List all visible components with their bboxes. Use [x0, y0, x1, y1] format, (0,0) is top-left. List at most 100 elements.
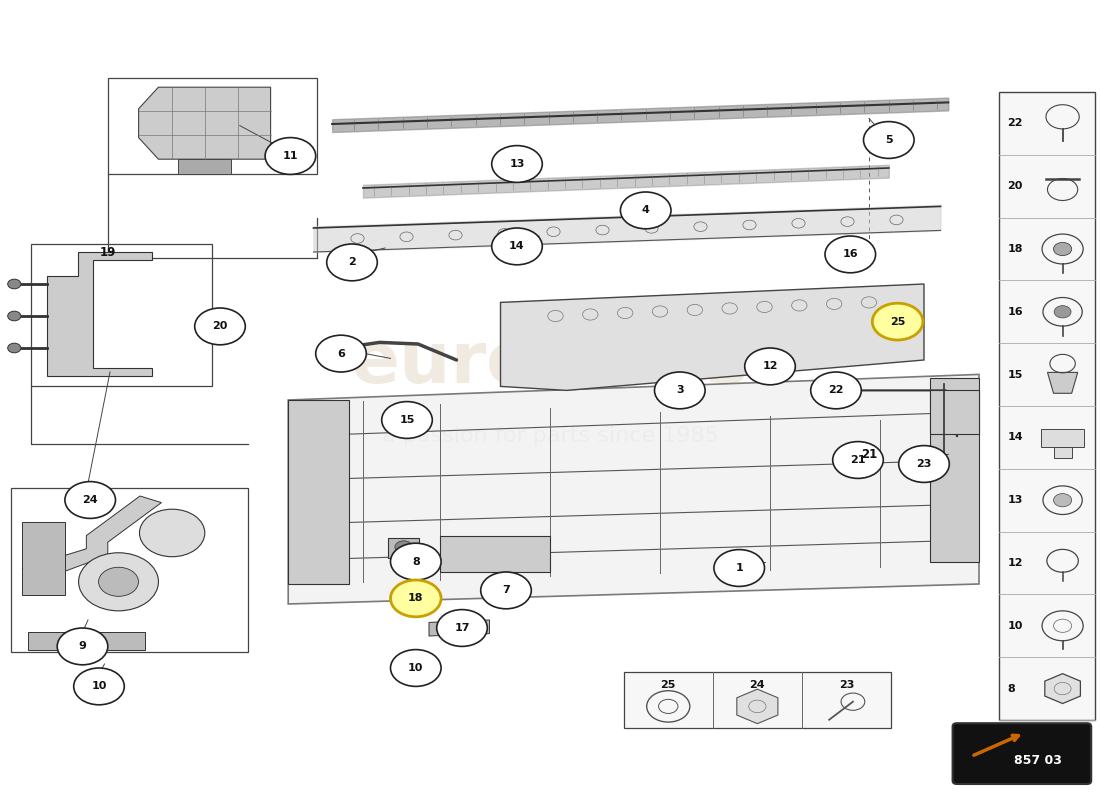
- Bar: [178, 159, 231, 174]
- Bar: [1054, 447, 1071, 458]
- Circle shape: [745, 348, 795, 385]
- Circle shape: [140, 510, 205, 557]
- Text: 20: 20: [212, 322, 228, 331]
- Polygon shape: [139, 87, 271, 159]
- Text: 10: 10: [408, 663, 424, 673]
- Bar: [11, 488, 248, 652]
- Text: 15: 15: [399, 415, 415, 425]
- Circle shape: [65, 482, 116, 518]
- Text: 18: 18: [1008, 244, 1023, 254]
- Circle shape: [265, 138, 316, 174]
- Polygon shape: [737, 689, 778, 724]
- Text: 6: 6: [337, 349, 345, 358]
- Circle shape: [382, 402, 432, 438]
- Text: 11: 11: [283, 151, 298, 161]
- Text: 22: 22: [828, 386, 844, 395]
- Circle shape: [390, 650, 441, 686]
- Circle shape: [390, 580, 441, 617]
- Bar: [31, 244, 212, 386]
- Circle shape: [195, 308, 245, 345]
- Text: euroParts: euroParts: [351, 330, 749, 398]
- Text: 3: 3: [676, 386, 683, 395]
- Circle shape: [316, 335, 366, 372]
- Text: 20: 20: [1008, 182, 1023, 191]
- Text: 857 03: 857 03: [1013, 754, 1062, 766]
- Circle shape: [395, 541, 412, 554]
- Circle shape: [57, 628, 108, 665]
- Circle shape: [1054, 306, 1071, 318]
- Circle shape: [492, 146, 542, 182]
- Text: 21: 21: [861, 448, 877, 461]
- Circle shape: [99, 567, 139, 596]
- Text: 24: 24: [82, 495, 98, 505]
- Circle shape: [825, 236, 876, 273]
- Text: a passion for parts since 1985: a passion for parts since 1985: [382, 426, 718, 446]
- Text: 9: 9: [78, 642, 87, 651]
- Polygon shape: [429, 620, 490, 636]
- Circle shape: [1054, 242, 1071, 255]
- Text: 10: 10: [1008, 621, 1023, 630]
- Circle shape: [327, 244, 377, 281]
- Text: 14: 14: [1008, 432, 1023, 442]
- Text: 4: 4: [641, 206, 650, 215]
- Circle shape: [78, 553, 158, 611]
- Text: 16: 16: [1008, 306, 1023, 317]
- Bar: [930, 378, 979, 562]
- Polygon shape: [1045, 674, 1080, 703]
- Polygon shape: [500, 284, 924, 390]
- Circle shape: [654, 372, 705, 409]
- Bar: [999, 92, 1094, 720]
- Circle shape: [872, 303, 923, 340]
- Circle shape: [492, 228, 542, 265]
- Text: 5: 5: [886, 135, 892, 145]
- Text: 8: 8: [411, 557, 420, 566]
- Circle shape: [8, 343, 21, 353]
- Circle shape: [8, 279, 21, 289]
- Polygon shape: [47, 252, 152, 376]
- Text: 13: 13: [509, 159, 525, 169]
- Bar: [288, 400, 349, 584]
- Polygon shape: [1047, 373, 1078, 394]
- Text: 21: 21: [850, 455, 866, 465]
- Polygon shape: [22, 496, 162, 575]
- Text: 23: 23: [839, 680, 854, 690]
- Circle shape: [811, 372, 861, 409]
- Text: 14: 14: [509, 242, 525, 251]
- Circle shape: [899, 446, 949, 482]
- Text: 1: 1: [735, 563, 744, 573]
- Text: 12: 12: [762, 362, 778, 371]
- Text: 16: 16: [843, 250, 858, 259]
- Text: 10: 10: [91, 682, 107, 691]
- Circle shape: [833, 442, 883, 478]
- Bar: [930, 390, 979, 434]
- Circle shape: [620, 192, 671, 229]
- Text: 12: 12: [1008, 558, 1023, 568]
- Circle shape: [390, 543, 441, 580]
- Text: 15: 15: [1008, 370, 1023, 380]
- Circle shape: [437, 610, 487, 646]
- Text: 17: 17: [454, 623, 470, 633]
- Circle shape: [864, 122, 914, 158]
- Bar: [388, 538, 419, 558]
- Text: 2: 2: [348, 258, 356, 267]
- Text: 24: 24: [749, 680, 766, 690]
- Text: 13: 13: [1008, 495, 1023, 506]
- Bar: [1042, 429, 1084, 447]
- Circle shape: [481, 572, 531, 609]
- Text: 8: 8: [1008, 683, 1015, 694]
- Circle shape: [714, 550, 764, 586]
- Circle shape: [1054, 494, 1071, 506]
- Bar: [108, 78, 317, 174]
- Text: 22: 22: [1008, 118, 1023, 128]
- Text: 25: 25: [890, 317, 905, 326]
- Text: 19: 19: [100, 246, 116, 258]
- Text: 23: 23: [916, 459, 932, 469]
- Text: 25: 25: [661, 680, 675, 690]
- Circle shape: [8, 311, 21, 321]
- Bar: [22, 522, 65, 595]
- Bar: [28, 632, 145, 650]
- Bar: [624, 672, 891, 728]
- Text: 18: 18: [408, 594, 424, 603]
- Text: 7: 7: [502, 586, 510, 595]
- Bar: [440, 536, 550, 572]
